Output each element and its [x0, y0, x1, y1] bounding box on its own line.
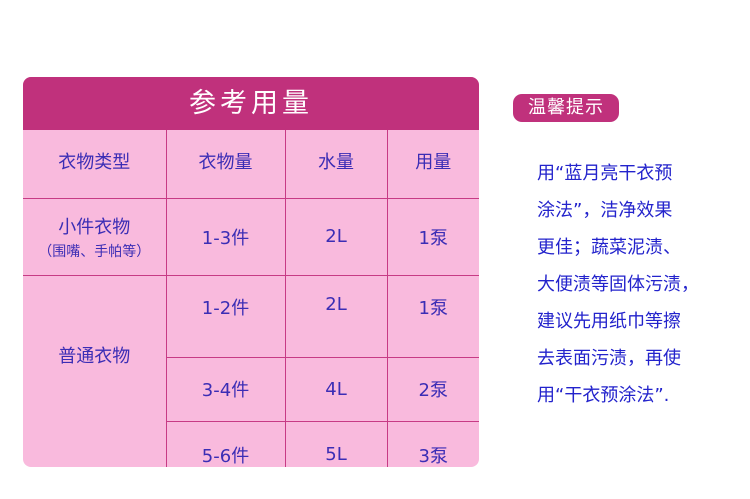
table-title: 参考用量 — [23, 77, 479, 130]
header-cell: 水量 — [284, 130, 388, 199]
header-cell: 衣物类型 — [23, 130, 167, 199]
amount-cell: 1-3件 — [165, 197, 286, 276]
dose-cell: 1泵 — [386, 197, 479, 276]
type-cell: 普通衣物 — [23, 274, 167, 467]
tip-line: 建议先用纸巾等擦 — [537, 311, 681, 332]
header-cell: 衣物量 — [165, 130, 286, 199]
dosage-table-panel: 参考用量 衣物类型 衣物量 水量 用量 小件衣物 （围嘴、手帕等） 1-3件 2L… — [23, 77, 479, 467]
tip-text: 用“蓝月亮干衣预 涂法”，洁净效果 更佳；蔬菜泥渍、 大便渍等固体污渍， 建议先… — [537, 155, 727, 414]
tip-line: 更佳；蔬菜泥渍、 — [537, 237, 681, 258]
dosage-table: 衣物类型 衣物量 水量 用量 小件衣物 （围嘴、手帕等） 1-3件 2L 1泵 普… — [23, 130, 479, 467]
type-label: 小件衣物 — [58, 216, 131, 238]
tip-line: 去表面污渍，再使 — [537, 348, 681, 369]
tip-line: 大便渍等固体污渍， — [537, 274, 699, 295]
table-row: 3-4件 4L 2泵 — [23, 356, 479, 422]
tip-line: 用“蓝月亮干衣预 — [537, 163, 673, 184]
table-row: 普通衣物 1-2件 2L 1泵 — [23, 274, 479, 467]
table-row: 小件衣物 （围嘴、手帕等） 1-3件 2L 1泵 — [23, 197, 479, 276]
amount-cell: 5-6件 — [166, 420, 286, 467]
amount-cell: 1-2件 — [165, 274, 286, 358]
tip-badge: 温馨提示 — [513, 94, 619, 122]
dose-cell: 3泵 — [386, 420, 479, 467]
tip-line: 用“干衣预涂法”. — [537, 385, 670, 406]
water-cell: 2L — [284, 197, 388, 276]
amount-cell: 3-4件 — [166, 356, 286, 422]
water-cell: 2L — [284, 274, 388, 358]
type-cell: 小件衣物 （围嘴、手帕等） — [23, 197, 167, 276]
dose-cell: 2泵 — [386, 356, 479, 422]
water-cell: 5L — [284, 420, 388, 467]
type-note: （围嘴、手帕等） — [38, 243, 151, 260]
water-cell: 4L — [284, 356, 388, 422]
table-header-row: 衣物类型 衣物量 水量 用量 — [23, 130, 479, 199]
dose-cell: 1泵 — [386, 274, 479, 358]
table-row: 5-6件 5L 3泵 — [23, 420, 479, 467]
tip-line: 涂法”，洁净效果 — [537, 200, 673, 221]
header-cell: 用量 — [386, 130, 479, 199]
